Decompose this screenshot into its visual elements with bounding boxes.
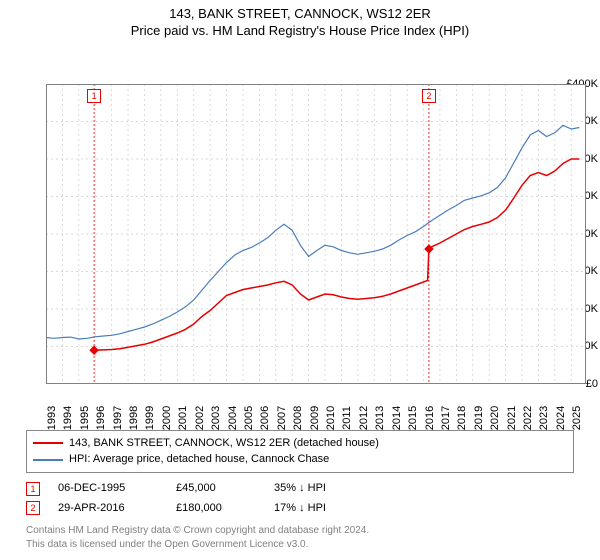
event-marker-icon: 2 [422, 89, 436, 103]
event-marker-icon: 2 [26, 501, 40, 515]
transaction-price: £180,000 [176, 499, 256, 519]
transaction-date: 06-DEC-1995 [58, 479, 158, 499]
x-tick-label: 2014 [391, 406, 403, 430]
footer-line-1: Contains HM Land Registry data © Crown c… [26, 524, 574, 538]
plot-region: 12 [46, 84, 586, 384]
x-tick-label: 1999 [144, 406, 156, 430]
legend: 143, BANK STREET, CANNOCK, WS12 2ER (det… [26, 430, 574, 473]
event-marker-icon: 1 [26, 482, 40, 496]
x-tick-label: 1995 [79, 406, 91, 430]
x-tick-label: 2015 [407, 406, 419, 430]
transaction-delta: 17% ↓ HPI [274, 499, 354, 519]
legend-item-price-paid: 143, BANK STREET, CANNOCK, WS12 2ER (det… [33, 435, 567, 452]
x-tick-label: 2013 [374, 406, 386, 430]
x-tick-label: 2002 [194, 406, 206, 430]
chart-area: £0£50K£100K£150K£200K£250K£300K£350K£400… [0, 40, 600, 430]
plot-svg [46, 84, 586, 384]
chart-title: 143, BANK STREET, CANNOCK, WS12 2ER Pric… [0, 0, 600, 40]
x-tick-label: 1993 [46, 406, 58, 430]
x-tick-label: 2025 [571, 406, 583, 430]
title-line-1: 143, BANK STREET, CANNOCK, WS12 2ER [0, 6, 600, 23]
x-tick-label: 2010 [325, 406, 337, 430]
x-tick-label: 2021 [506, 406, 518, 430]
x-tick-label: 2006 [259, 406, 271, 430]
x-tick-label: 2005 [243, 406, 255, 430]
legend-swatch [33, 442, 63, 444]
x-tick-label: 2018 [456, 406, 468, 430]
title-line-2: Price paid vs. HM Land Registry's House … [0, 23, 600, 40]
legend-item-hpi: HPI: Average price, detached house, Cann… [33, 451, 567, 468]
footer: Contains HM Land Registry data © Crown c… [26, 524, 574, 551]
x-tick-label: 2024 [555, 406, 567, 430]
x-tick-label: 1996 [95, 406, 107, 430]
legend-swatch [33, 459, 63, 461]
x-tick-label: 2022 [522, 406, 534, 430]
x-tick-label: 2017 [440, 406, 452, 430]
x-tick-label: 2001 [177, 406, 189, 430]
x-tick-label: 2019 [473, 406, 485, 430]
x-tick-label: 2016 [424, 406, 436, 430]
x-tick-label: 2007 [276, 406, 288, 430]
transaction-price: £45,000 [176, 479, 256, 499]
transaction-delta: 35% ↓ HPI [274, 479, 354, 499]
legend-label: HPI: Average price, detached house, Cann… [69, 451, 329, 468]
x-tick-label: 2008 [292, 406, 304, 430]
x-tick-label: 2011 [341, 406, 353, 430]
x-tick-label: 2000 [161, 406, 173, 430]
table-row: 2 29-APR-2016 £180,000 17% ↓ HPI [26, 499, 574, 519]
transaction-date: 29-APR-2016 [58, 499, 158, 519]
table-row: 1 06-DEC-1995 £45,000 35% ↓ HPI [26, 479, 574, 499]
x-tick-label: 2023 [538, 406, 550, 430]
x-tick-label: 2020 [489, 406, 501, 430]
x-tick-label: 1997 [112, 406, 124, 430]
x-tick-label: 2003 [210, 406, 222, 430]
x-tick-label: 2012 [358, 406, 370, 430]
x-tick-label: 1994 [62, 406, 74, 430]
x-tick-label: 2004 [227, 406, 239, 430]
transaction-table: 1 06-DEC-1995 £45,000 35% ↓ HPI 2 29-APR… [26, 479, 574, 519]
footer-line-2: This data is licensed under the Open Gov… [26, 538, 574, 552]
event-marker-icon: 1 [87, 89, 101, 103]
x-tick-label: 2009 [309, 406, 321, 430]
x-tick-label: 1998 [128, 406, 140, 430]
legend-label: 143, BANK STREET, CANNOCK, WS12 2ER (det… [69, 435, 379, 452]
